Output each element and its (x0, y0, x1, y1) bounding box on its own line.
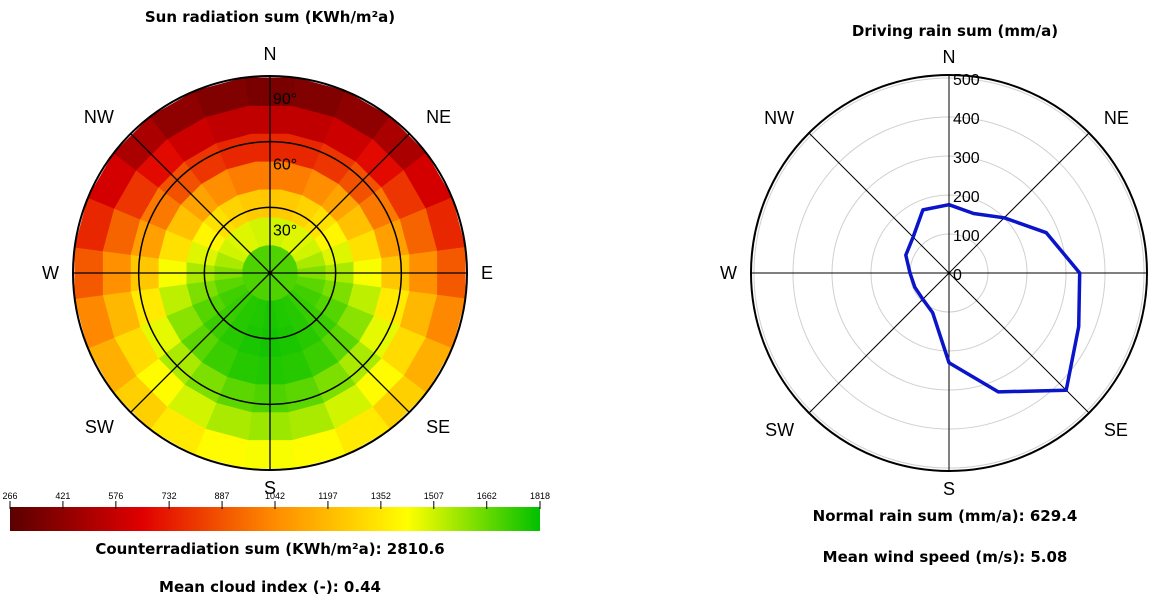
direction-label: N (264, 44, 277, 64)
sun-radiation-chart: 30° 60° 90° N NE E SE S SW W NW 266 421 576 732 887 1042… (2, 44, 550, 531)
colorbar-tick-label: 1042 (265, 491, 285, 501)
colorbar-tick-label: 421 (55, 491, 70, 501)
direction-label: W (720, 263, 737, 283)
radial-tick-label: 500 (953, 72, 980, 89)
wind-speed-caption: Mean wind speed (m/s): 5.08 (822, 548, 1068, 566)
direction-spoke (808, 272, 950, 414)
colorbar-tick-label: 1352 (371, 491, 391, 501)
direction-label: NW (84, 107, 114, 127)
colorbar (10, 507, 540, 531)
radial-tick-label: 300 (953, 150, 980, 167)
direction-label: W (42, 263, 59, 283)
direction-label: SW (765, 420, 794, 440)
radial-tick-label: 400 (953, 111, 980, 128)
colorbar-tick-label: 887 (215, 491, 230, 501)
elevation-label: 30° (273, 222, 297, 239)
colorbar-tick-label: 732 (162, 491, 177, 501)
direction-label: SW (85, 417, 114, 437)
colorbar-tick-label: 576 (108, 491, 123, 501)
direction-label: NE (1104, 108, 1129, 128)
direction-spoke (808, 132, 950, 274)
counterradiation-caption: Counterradiation sum (KWh/m²a): 2810.6 (95, 540, 445, 558)
colorbar-tick-label: 266 (2, 491, 17, 501)
direction-spoke (269, 272, 410, 413)
cloud-index-caption: Mean cloud index (-): 0.44 (159, 578, 381, 596)
direction-label: SE (1104, 420, 1128, 440)
colorbar-tick-label: 1818 (530, 491, 550, 501)
radial-tick-label: 0 (953, 267, 962, 284)
direction-label: N (943, 47, 956, 67)
colorbar-tick-label: 1197 (318, 491, 337, 501)
elevation-label: 60° (273, 157, 297, 174)
direction-spoke (130, 272, 271, 413)
colorbar-tick-label: 1662 (477, 491, 497, 501)
direction-label: SE (426, 417, 450, 437)
direction-spoke (948, 132, 1090, 274)
direction-label: E (481, 263, 493, 283)
direction-spoke (269, 133, 410, 274)
elevation-label: 90° (273, 91, 297, 108)
driving-rain-chart: 0100200300400500NNEESESSWWNW (720, 47, 1148, 495)
direction-label: NW (764, 108, 794, 128)
direction-label: S (264, 478, 276, 498)
radial-tick-label: 100 (953, 228, 980, 245)
direction-label: S (943, 479, 955, 495)
direction-spoke (130, 133, 271, 274)
radial-tick-label: 200 (953, 189, 980, 206)
colorbar-tick-label: 1507 (424, 491, 444, 501)
normal-rain-caption: Normal rain sum (mm/a): 629.4 (812, 507, 1078, 525)
direction-label: NE (426, 107, 451, 127)
sun-radiation-title: Sun radiation sum (KWh/m²a) (144, 8, 396, 26)
rain-series-line (904, 202, 1082, 394)
driving-rain-title: Driving rain sum (mm/a) (851, 22, 1059, 40)
